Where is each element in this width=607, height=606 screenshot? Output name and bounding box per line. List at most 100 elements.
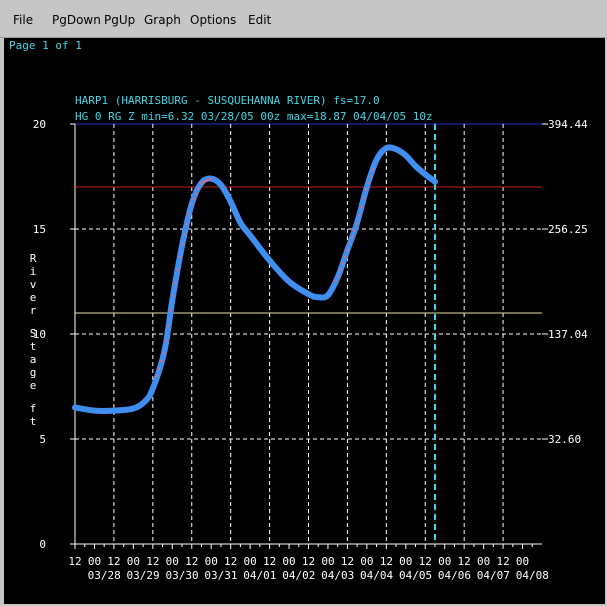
y-axis-label-char: e xyxy=(30,291,37,304)
observed-point xyxy=(372,168,375,171)
y-axis-label-char: f xyxy=(30,402,37,415)
observed-point xyxy=(334,279,337,282)
x-hour-label: 12 xyxy=(263,555,276,568)
x-hour-label: 00 xyxy=(88,555,101,568)
observed-point xyxy=(192,197,196,200)
observed-point xyxy=(209,177,212,181)
observed-point xyxy=(348,242,351,245)
observed-point xyxy=(204,179,207,183)
observed-point xyxy=(336,275,340,278)
y-axis-label-char: v xyxy=(30,278,37,291)
x-hour-label: 00 xyxy=(127,555,140,568)
observed-point xyxy=(162,352,165,355)
x-hour-label: 00 xyxy=(205,555,218,568)
observed-point xyxy=(178,255,182,258)
chart-title: HARP1 (HARRISBURG - SUSQUEHANNA RIVER) f… xyxy=(75,94,380,107)
menu-bar: File PgDown PgUp Graph Options Edit xyxy=(0,0,607,38)
menu-pgdown[interactable]: PgDown xyxy=(52,13,101,27)
observed-point xyxy=(181,243,184,246)
menu-graph[interactable]: Graph xyxy=(144,13,181,27)
right-axis-label: 394.44 xyxy=(548,118,588,131)
y-tick-label: 5 xyxy=(39,433,46,446)
x-date-label: 03/29 xyxy=(127,569,160,582)
x-hour-label: 00 xyxy=(477,555,490,568)
y-axis-label-char: t xyxy=(30,340,37,353)
observed-point xyxy=(350,235,354,238)
y-axis-label-char: e xyxy=(30,379,37,392)
observed-point xyxy=(364,188,368,191)
right-axis-label: 256.25 xyxy=(548,223,588,236)
x-date-label: 04/07 xyxy=(477,569,510,582)
observed-point xyxy=(353,229,356,232)
x-hour-label: 00 xyxy=(166,555,179,568)
y-tick-label: 20 xyxy=(33,118,46,131)
grid-layer xyxy=(70,123,548,549)
x-hour-label: 12 xyxy=(68,555,81,568)
x-hour-label: 12 xyxy=(341,555,354,568)
x-hour-label: 12 xyxy=(185,555,198,568)
observed-point xyxy=(176,268,179,271)
right-axis-label: 137.04 xyxy=(548,328,588,341)
text-layer: HARP1 (HARRISBURG - SUSQUEHANNA RIVER) f… xyxy=(30,94,588,582)
x-hour-label: 12 xyxy=(146,555,159,568)
observed-point xyxy=(343,255,347,258)
observed-point xyxy=(346,248,349,252)
observed-point xyxy=(360,205,363,209)
observed-point xyxy=(357,214,361,217)
x-date-label: 04/05 xyxy=(399,569,432,582)
series-layer xyxy=(72,144,438,414)
x-date-label: 03/28 xyxy=(88,569,121,582)
y-axis-label-char: i xyxy=(30,265,37,278)
observed-point xyxy=(174,281,177,285)
x-date-label: 03/30 xyxy=(165,569,198,582)
observed-point xyxy=(367,181,370,184)
observed-point xyxy=(206,178,210,182)
observed-point xyxy=(197,187,200,190)
reference-lines xyxy=(75,124,542,544)
y-axis-label-char: t xyxy=(30,415,37,428)
y-tick-label: 0 xyxy=(39,538,46,551)
x-hour-label: 12 xyxy=(380,555,393,568)
y-tick-label: 10 xyxy=(33,328,46,341)
x-hour-label: 12 xyxy=(419,555,432,568)
x-hour-label: 12 xyxy=(302,555,315,568)
x-hour-label: 00 xyxy=(360,555,373,568)
observed-point xyxy=(171,294,175,298)
observed-point xyxy=(355,222,358,225)
x-hour-label: 12 xyxy=(107,555,120,568)
menu-options[interactable]: Options xyxy=(190,13,237,27)
observed-point xyxy=(199,182,203,185)
y-axis-label-char: a xyxy=(30,353,37,366)
x-hour-label: 00 xyxy=(282,555,295,568)
y-axis-label-char: r xyxy=(30,304,37,317)
observed-point xyxy=(190,202,193,205)
plot-area xyxy=(4,38,605,604)
observed-point xyxy=(369,174,372,178)
observed-point xyxy=(195,192,198,195)
menu-pgup[interactable]: PgUp xyxy=(104,13,136,27)
y-axis-label-char: S xyxy=(30,327,37,340)
y-axis-label-char: g xyxy=(30,366,37,379)
x-hour-label: 00 xyxy=(399,555,412,568)
x-hour-label: 12 xyxy=(224,555,237,568)
observed-point xyxy=(341,262,344,265)
x-hour-label: 12 xyxy=(496,555,509,568)
observed-point xyxy=(160,359,163,362)
x-date-label: 04/06 xyxy=(438,569,471,582)
menu-file[interactable]: File xyxy=(13,13,34,27)
x-date-label: 04/04 xyxy=(360,569,393,582)
observed-point xyxy=(362,197,365,200)
observed-point xyxy=(155,374,158,378)
x-date-label: 04/02 xyxy=(282,569,315,582)
right-axis-label: 32.60 xyxy=(548,433,581,446)
observed-point xyxy=(167,324,170,327)
observed-point xyxy=(339,268,342,271)
y-axis-label-char: R xyxy=(30,252,37,265)
menu-edit[interactable]: Edit xyxy=(248,13,272,27)
observed-point xyxy=(188,212,191,215)
x-hour-label: 12 xyxy=(458,555,471,568)
x-hour-label: 00 xyxy=(516,555,529,568)
y-tick-label: 15 xyxy=(33,223,46,236)
